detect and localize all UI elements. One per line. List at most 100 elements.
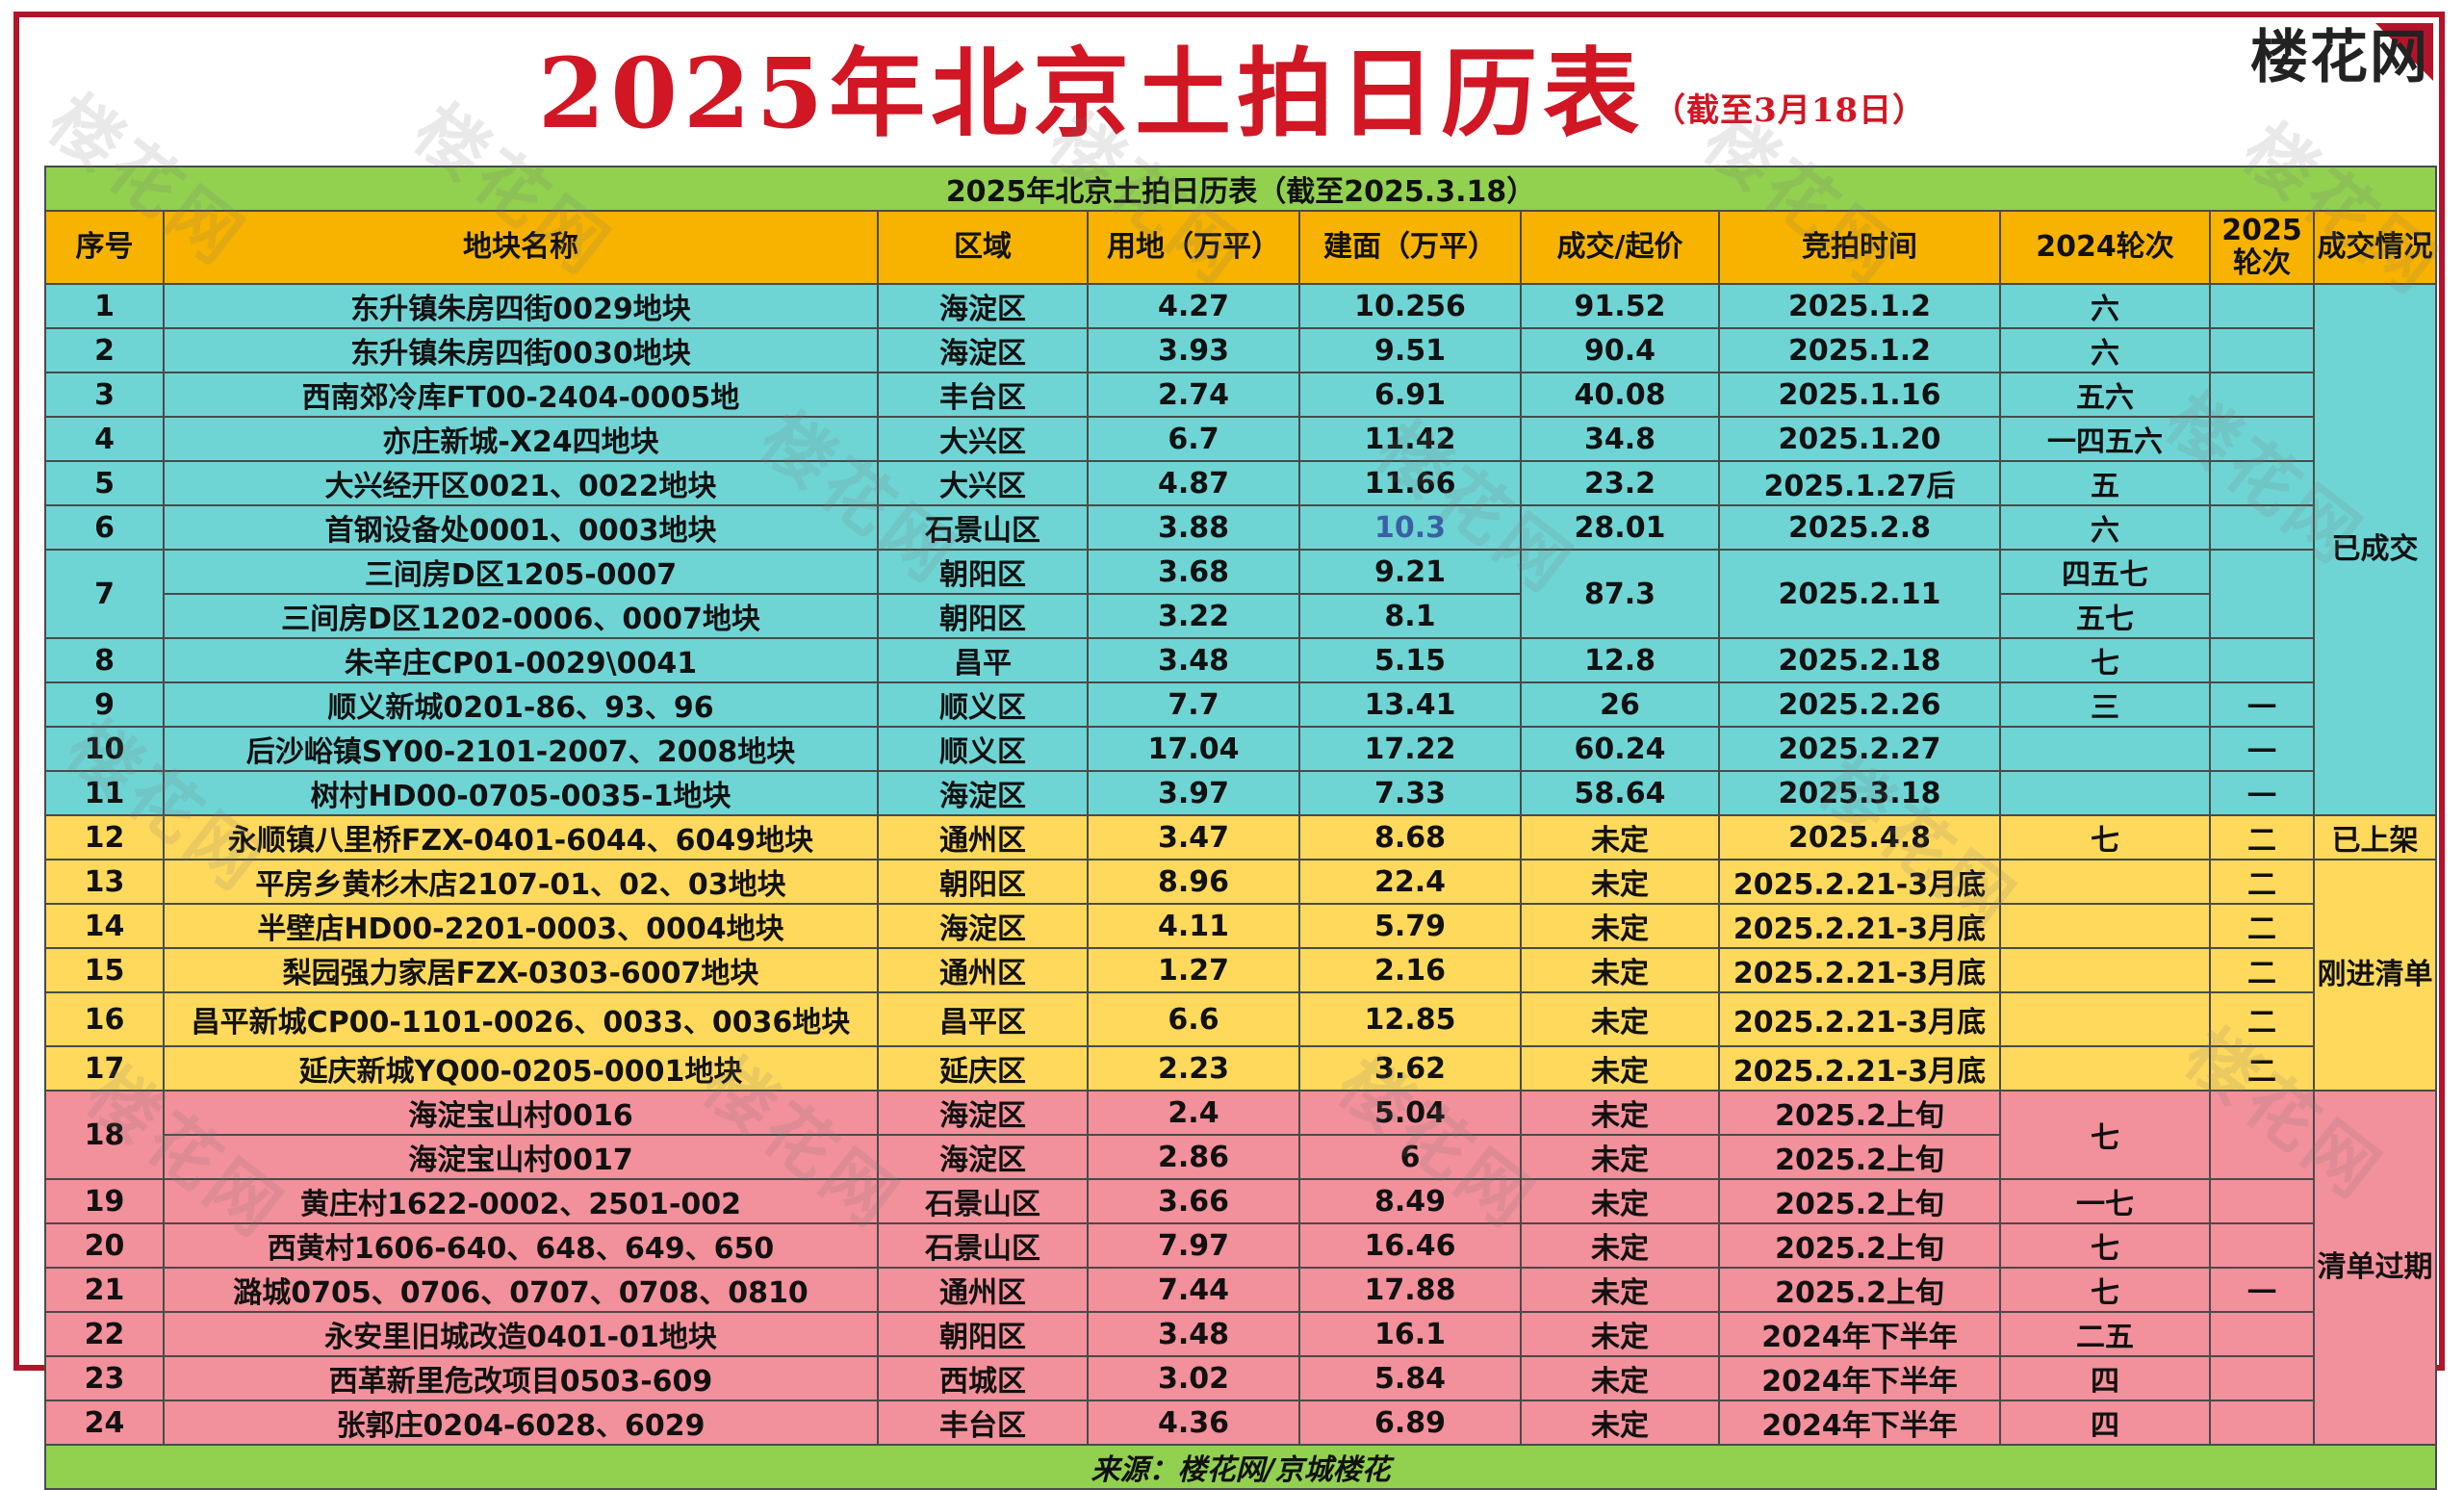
cell-name: 大兴经开区0021、0022地块 bbox=[163, 460, 879, 506]
cell-index: 18 bbox=[44, 1090, 165, 1180]
cell-index: 8 bbox=[44, 637, 165, 683]
cell-index: 16 bbox=[44, 991, 165, 1047]
cell-land-area: 3.66 bbox=[1087, 1178, 1300, 1224]
cell-auction-time: 2025.2上旬 bbox=[1718, 1134, 2001, 1180]
cell-name: 海淀宝山村0016 bbox=[163, 1090, 879, 1136]
cell-round-2024: 六 bbox=[1999, 327, 2211, 373]
cell-land-area: 4.27 bbox=[1087, 283, 1300, 329]
cell-price: 91.52 bbox=[1520, 283, 1720, 329]
cell-round-2024: 二五 bbox=[1999, 1311, 2211, 1357]
cell-floor-area: 3.62 bbox=[1298, 1045, 1522, 1092]
table-row: 4 亦庄新城-X24四地块 大兴区 6.7 11.42 34.8 2025.1.… bbox=[44, 416, 2436, 462]
cell-land-area: 2.74 bbox=[1087, 372, 1300, 418]
table-row: 3 西南郊冷库FT00-2404-0005地 丰台区 2.74 6.91 40.… bbox=[44, 372, 2436, 418]
cell-floor-area: 16.1 bbox=[1298, 1311, 1522, 1357]
cell-name: 昌平新城CP00-1101-0026、0033、0036地块 bbox=[163, 991, 879, 1047]
cell-land-area: 4.36 bbox=[1087, 1400, 1300, 1446]
cell-round-2025: 二 bbox=[2209, 991, 2315, 1047]
cell-round-2025: 二 bbox=[2209, 859, 2315, 905]
cell-round-2024: 七 bbox=[1999, 1222, 2211, 1269]
cell-floor-area: 12.85 bbox=[1298, 991, 1522, 1047]
cell-name: 黄庄村1622-0002、2501-002 bbox=[163, 1178, 879, 1224]
cell-index: 1 bbox=[44, 283, 165, 329]
cell-floor-area: 9.21 bbox=[1298, 549, 1522, 595]
cell-index: 10 bbox=[44, 726, 165, 772]
col-header-round-2025: 2025轮次 bbox=[2209, 210, 2315, 285]
cell-round-2025 bbox=[2209, 327, 2315, 373]
cell-auction-time: 2025.2上旬 bbox=[1718, 1222, 2001, 1269]
cell-price: 未定 bbox=[1520, 903, 1720, 949]
cell-auction-time: 2025.1.20 bbox=[1718, 416, 2001, 462]
cell-price: 未定 bbox=[1520, 1311, 1720, 1357]
cell-land-area: 8.96 bbox=[1087, 859, 1300, 905]
cell-district: 石景山区 bbox=[877, 504, 1089, 551]
cell-land-area: 4.87 bbox=[1087, 460, 1300, 506]
table-row: 17 延庆新城YQ00-0205-0001地块 延庆区 2.23 3.62 未定… bbox=[44, 1045, 2436, 1092]
cell-name: 西黄村1606-640、648、649、650 bbox=[163, 1222, 879, 1269]
cell-price: 58.64 bbox=[1520, 770, 1720, 816]
cell-index: 12 bbox=[44, 814, 165, 861]
cell-round-2025: 一 bbox=[2209, 726, 2315, 772]
cell-auction-time: 2025.1.2 bbox=[1718, 327, 2001, 373]
table-row: 15 梨园强力家居FZX-0303-6007地块 通州区 1.27 2.16 未… bbox=[44, 947, 2436, 993]
cell-name: 半壁店HD00-2201-0003、0004地块 bbox=[163, 903, 879, 949]
cell-land-area: 7.97 bbox=[1087, 1222, 1300, 1269]
cell-district: 大兴区 bbox=[877, 460, 1089, 506]
cell-index: 20 bbox=[44, 1222, 165, 1269]
cell-auction-time: 2025.3.18 bbox=[1718, 770, 2001, 816]
cell-floor-area: 8.1 bbox=[1298, 593, 1522, 639]
cell-index: 22 bbox=[44, 1311, 165, 1357]
cell-round-2025: 二 bbox=[2209, 947, 2315, 993]
cell-floor-area: 2.16 bbox=[1298, 947, 1522, 993]
table-row: 22 永安里旧城改造0401-01地块 朝阳区 3.48 16.1 未定 202… bbox=[44, 1311, 2436, 1357]
cell-name: 亦庄新城-X24四地块 bbox=[163, 416, 879, 462]
cell-floor-area: 17.22 bbox=[1298, 726, 1522, 772]
cell-round-2025 bbox=[2209, 1090, 2315, 1180]
cell-land-area: 7.7 bbox=[1087, 681, 1300, 728]
cell-district: 朝阳区 bbox=[877, 859, 1089, 905]
cell-round-2025: 一 bbox=[2209, 681, 2315, 728]
cell-district: 朝阳区 bbox=[877, 593, 1089, 639]
table-row: 14 半壁店HD00-2201-0003、0004地块 海淀区 4.11 5.7… bbox=[44, 903, 2436, 949]
table-row: 9 顺义新城0201-86、93、96 顺义区 7.7 13.41 26 202… bbox=[44, 681, 2436, 728]
cell-name: 三间房D区1202-0006、0007地块 bbox=[163, 593, 879, 639]
cell-round-2024: 一四五六 bbox=[1999, 416, 2211, 462]
cell-price: 未定 bbox=[1520, 1045, 1720, 1092]
cell-name: 延庆新城YQ00-0205-0001地块 bbox=[163, 1045, 879, 1092]
cell-round-2025 bbox=[2209, 1311, 2315, 1357]
cell-round-2025 bbox=[2209, 1355, 2315, 1401]
cell-floor-area: 6.89 bbox=[1298, 1400, 1522, 1446]
cell-price: 40.08 bbox=[1520, 372, 1720, 418]
table-row: 1 东升镇朱房四街0029地块 海淀区 4.27 10.256 91.52 20… bbox=[44, 283, 2438, 816]
cell-auction-time: 2025.2上旬 bbox=[1718, 1090, 2001, 1136]
cell-index: 13 bbox=[44, 859, 165, 905]
cell-district: 石景山区 bbox=[877, 1178, 1089, 1224]
cell-land-area: 7.44 bbox=[1087, 1267, 1300, 1313]
cell-round-2025 bbox=[2209, 549, 2315, 639]
cell-floor-area: 8.68 bbox=[1298, 814, 1522, 861]
col-header-district: 区域 bbox=[877, 210, 1089, 285]
cell-district: 通州区 bbox=[877, 1267, 1089, 1313]
cell-land-area: 6.7 bbox=[1087, 416, 1300, 462]
cell-district: 海淀区 bbox=[877, 903, 1089, 949]
cell-name: 永安里旧城改造0401-01地块 bbox=[163, 1311, 879, 1357]
cell-round-2024: 五六 bbox=[1999, 372, 2211, 418]
cell-name: 树村HD00-0705-0035-1地块 bbox=[163, 770, 879, 816]
cell-district: 顺义区 bbox=[877, 681, 1089, 728]
cell-floor-area: 11.42 bbox=[1298, 416, 1522, 462]
cell-round-2025 bbox=[2209, 1178, 2315, 1224]
table-row: 24 张郭庄0204-6028、6029 丰台区 4.36 6.89 未定 20… bbox=[44, 1400, 2436, 1446]
cell-price: 未定 bbox=[1520, 1267, 1720, 1313]
cell-name: 三间房D区1205-0007 bbox=[163, 549, 879, 595]
cell-round-2025 bbox=[2209, 504, 2315, 551]
cell-round-2024 bbox=[1999, 770, 2211, 816]
cell-round-2024: 四五七 bbox=[1999, 549, 2211, 595]
cell-price: 未定 bbox=[1520, 1134, 1720, 1180]
cell-floor-area: 10.256 bbox=[1298, 283, 1522, 329]
cell-price: 28.01 bbox=[1520, 504, 1720, 551]
cell-round-2025 bbox=[2209, 283, 2315, 329]
corner-decoration bbox=[2375, 23, 2433, 81]
table-row-highlighted: 12 永顺镇八里桥FZX-0401-6044、6049地块 通州区 3.47 8… bbox=[44, 814, 2438, 861]
cell-auction-time: 2025.2.26 bbox=[1718, 681, 2001, 728]
cell-land-area: 2.86 bbox=[1087, 1134, 1300, 1180]
